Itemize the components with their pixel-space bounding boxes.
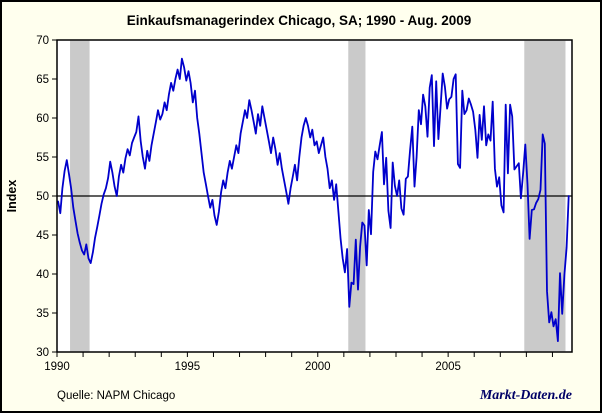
y-tick-label: 65: [36, 74, 49, 86]
chart-layer: 30 35 40 45 50 55 60 65 70 1990 1995 2000 2005: [36, 35, 573, 373]
x-tick-label: 2005: [435, 361, 461, 373]
y-tick-label: 50: [36, 191, 49, 203]
chart-title: Einkaufsmanagerindex Chicago, SA; 1990 -…: [127, 13, 472, 28]
x-tick-label: 1990: [44, 361, 70, 373]
y-tick-label: 55: [36, 152, 49, 164]
watermark-markt-daten: Markt-Daten.de: [479, 388, 572, 403]
y-tick-label: 70: [36, 35, 49, 47]
source-note: Quelle: NAPM Chicago: [57, 390, 175, 402]
pmi-line: [57, 57, 570, 343]
y-axis-label: Index: [5, 180, 19, 213]
y-tick-label: 35: [36, 308, 49, 320]
x-tick-label: 1995: [175, 361, 201, 373]
y-tick-label: 40: [36, 269, 49, 281]
plot-frame: [56, 39, 573, 353]
x-tick-label: 2000: [305, 361, 331, 373]
y-tick-label: 45: [36, 230, 49, 242]
y-tick-label: 60: [36, 113, 49, 125]
y-tick-label: 30: [36, 347, 49, 359]
